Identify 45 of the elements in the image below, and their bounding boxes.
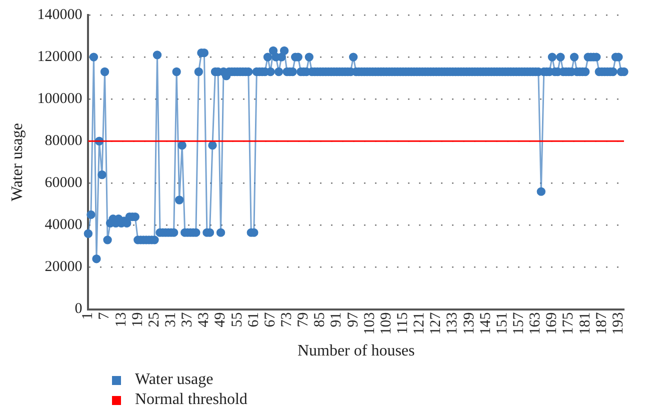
x-tick-label: 103: [362, 312, 378, 335]
x-axis-title: Number of houses: [297, 342, 415, 360]
x-tick-label: 109: [378, 312, 394, 335]
x-tick-label: 49: [212, 312, 229, 328]
x-tick-label: 181: [577, 312, 594, 335]
x-tick-label: 25: [146, 312, 162, 328]
x-tick-label: 115: [394, 312, 411, 334]
y-tick-label: 100000: [37, 91, 82, 108]
y-tick-label: 60000: [44, 175, 82, 192]
x-tick-label: 139: [461, 312, 478, 335]
x-tick-label: 97: [345, 312, 362, 328]
legend-label: Normal threshold: [135, 391, 248, 409]
y-tick-label: 120000: [37, 48, 82, 65]
x-tick-label: 157: [510, 312, 527, 335]
x-tick-label: 163: [528, 312, 544, 335]
x-tick-label: 43: [196, 312, 212, 328]
x-tick-label: 19: [130, 312, 146, 328]
x-tick-label: 61: [246, 312, 262, 328]
x-tick-label: 187: [594, 312, 610, 335]
x-tick-label: 31: [162, 312, 179, 328]
y-tick-label: 20000: [44, 259, 82, 276]
x-tick-label: 85: [312, 312, 328, 328]
y-tick-label: 80000: [44, 133, 82, 150]
x-tick-label: 37: [180, 312, 196, 328]
x-tick-label: 151: [494, 312, 510, 335]
x-tick-label: 55: [229, 312, 246, 328]
y-tick-label: 140000: [37, 6, 82, 23]
x-tick-label: 79: [296, 312, 312, 328]
x-tick-label: 175: [560, 312, 577, 335]
legend-label: Water usage: [135, 371, 214, 389]
x-tick-label: 67: [262, 312, 278, 328]
x-tick-label: 145: [478, 312, 494, 335]
x-tick-label: 169: [544, 312, 560, 335]
x-tick-label: 91: [328, 312, 345, 328]
x-tick-label: 1: [80, 312, 96, 320]
x-tick-label: 13: [113, 312, 130, 328]
y-axis-title: Water usage: [8, 123, 26, 202]
y-tick-label: 40000: [44, 217, 82, 234]
x-tick-label: 7: [96, 312, 113, 320]
y-tick-label: 0: [74, 301, 82, 318]
x-tick-label: 121: [412, 312, 428, 335]
x-tick-label: 133: [444, 312, 461, 335]
x-tick-label: 193: [610, 312, 626, 335]
x-tick-label: 73: [278, 312, 295, 328]
x-tick-label: 127: [428, 312, 444, 335]
